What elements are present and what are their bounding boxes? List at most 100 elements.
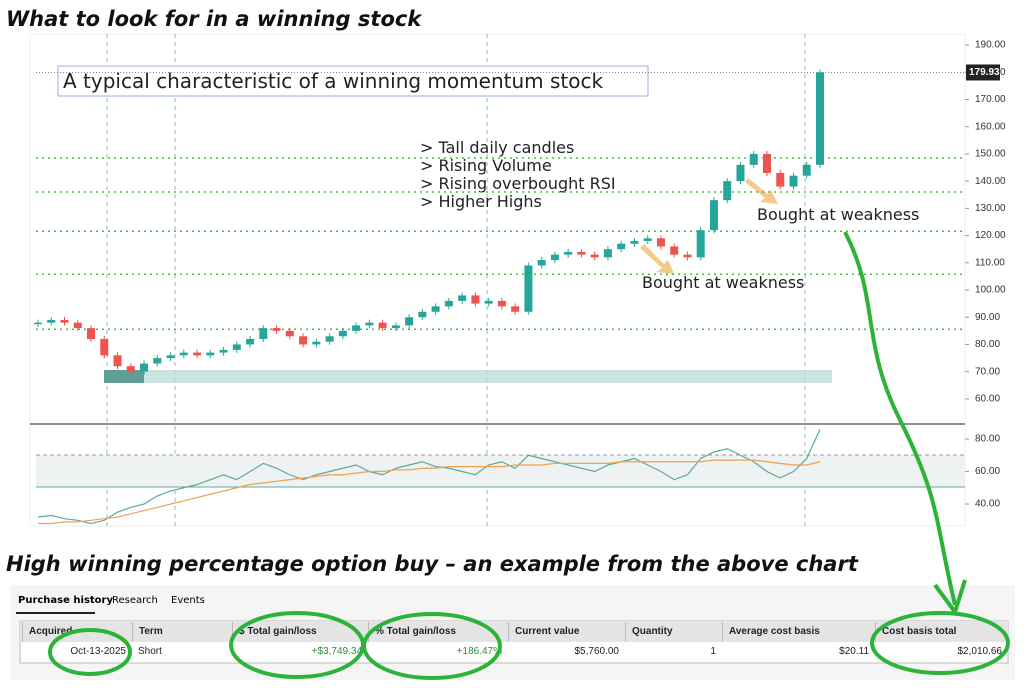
y-tick-label: 110.00 [975, 257, 1005, 268]
candle [418, 311, 427, 318]
candle [312, 341, 321, 345]
arrow [640, 244, 674, 274]
candle [816, 72, 824, 165]
annotation: A typical characteristic of a winning mo… [63, 69, 603, 93]
table-header: Cost basis total [875, 622, 1008, 642]
candle [206, 352, 215, 356]
event-lines [106, 34, 806, 526]
table-header: Acquired [22, 622, 132, 642]
y-tick-label: 60.00 [975, 466, 1000, 477]
candle [776, 172, 785, 187]
y-tick-label: 80.00 [975, 339, 1000, 350]
rsi-series [37, 428, 821, 525]
candle [166, 355, 175, 359]
annotation: Bought at weakness [642, 273, 804, 292]
candle [524, 265, 533, 312]
candle [749, 153, 758, 165]
candle [179, 352, 188, 356]
rsi-series [38, 459, 821, 525]
candle [113, 355, 122, 367]
table-header: Average cost basis [722, 622, 875, 642]
candle [34, 322, 42, 325]
candle [73, 322, 82, 329]
y-tick-label: 190.00 [975, 40, 1006, 51]
candle [391, 325, 400, 329]
chart-frame [29, 33, 966, 527]
table-header: Term [132, 622, 232, 642]
tab[interactable]: Purchase history [18, 595, 113, 606]
annotation-box [57, 65, 649, 97]
candle [126, 366, 135, 372]
candle [577, 251, 586, 255]
table-cell: Short [138, 646, 162, 657]
y-tick-label: 90.00 [975, 312, 1000, 323]
candle [325, 336, 334, 342]
candle [299, 336, 308, 345]
candle [47, 319, 56, 323]
table-header: $ Total gain/loss [232, 622, 368, 642]
candle [590, 254, 599, 258]
y-tick-label: 160.00 [975, 121, 1006, 132]
range-band [104, 370, 832, 383]
table-cell: 1 [710, 646, 716, 657]
table-cell: $20.11 [839, 646, 869, 657]
table-header: Quantity [625, 622, 722, 642]
candle [219, 349, 228, 353]
last-price-tag [966, 64, 1000, 81]
arrow [745, 178, 778, 204]
y-tick-label: 150.00 [975, 149, 1006, 160]
candle [246, 338, 255, 345]
candle [60, 319, 69, 323]
candle [458, 295, 467, 301]
tab[interactable]: Research [112, 595, 158, 606]
y-tick-label: 40.00 [975, 499, 1000, 510]
candle [140, 363, 149, 372]
candle [603, 249, 612, 258]
y-tick-label: 60.00 [975, 394, 1000, 405]
candle [564, 251, 573, 255]
candle [762, 153, 771, 173]
y-tick-label: 120.00 [975, 230, 1006, 241]
bullet: > Higher Highs [420, 192, 542, 211]
candle [153, 358, 162, 364]
page-title: What to look for in a winning stock [6, 7, 423, 31]
table-cell: $2,010.66 [957, 646, 1003, 657]
rsi-band [36, 455, 965, 487]
candle [87, 328, 96, 339]
y-tick-label: 170.00 [975, 94, 1006, 105]
table-cell: +186.47% [456, 646, 502, 657]
y-tick-label: 130.00 [975, 203, 1006, 214]
candle [405, 317, 414, 326]
bullet: > Rising overbought RSI [420, 174, 616, 193]
annotation: Bought at weakness [757, 205, 919, 224]
candle [789, 175, 798, 187]
candle [352, 325, 361, 331]
candle [378, 322, 387, 329]
y-tick-label: 80.00 [975, 434, 1000, 445]
candle [617, 243, 626, 250]
candle [497, 300, 506, 307]
candle [683, 254, 692, 258]
candle [736, 164, 745, 182]
candle [259, 328, 268, 339]
candle [232, 344, 241, 350]
bullet: > Tall daily candles [420, 138, 574, 157]
section-title: High winning percentage option buy – an … [6, 552, 859, 576]
candle [471, 295, 480, 304]
candle [670, 246, 679, 255]
tab[interactable]: Events [171, 595, 205, 606]
y-tick-label: 100.00 [975, 285, 1006, 296]
candle [365, 322, 374, 326]
last-price-label: 179.93 [969, 67, 1000, 78]
candle [656, 238, 665, 247]
candle [484, 300, 493, 304]
candle [643, 238, 652, 242]
candle [444, 300, 453, 307]
bullet: > Rising Volume [420, 156, 552, 175]
candle [537, 260, 546, 266]
candle [272, 328, 281, 331]
candle [100, 338, 109, 356]
table-header: Current value [508, 622, 625, 642]
